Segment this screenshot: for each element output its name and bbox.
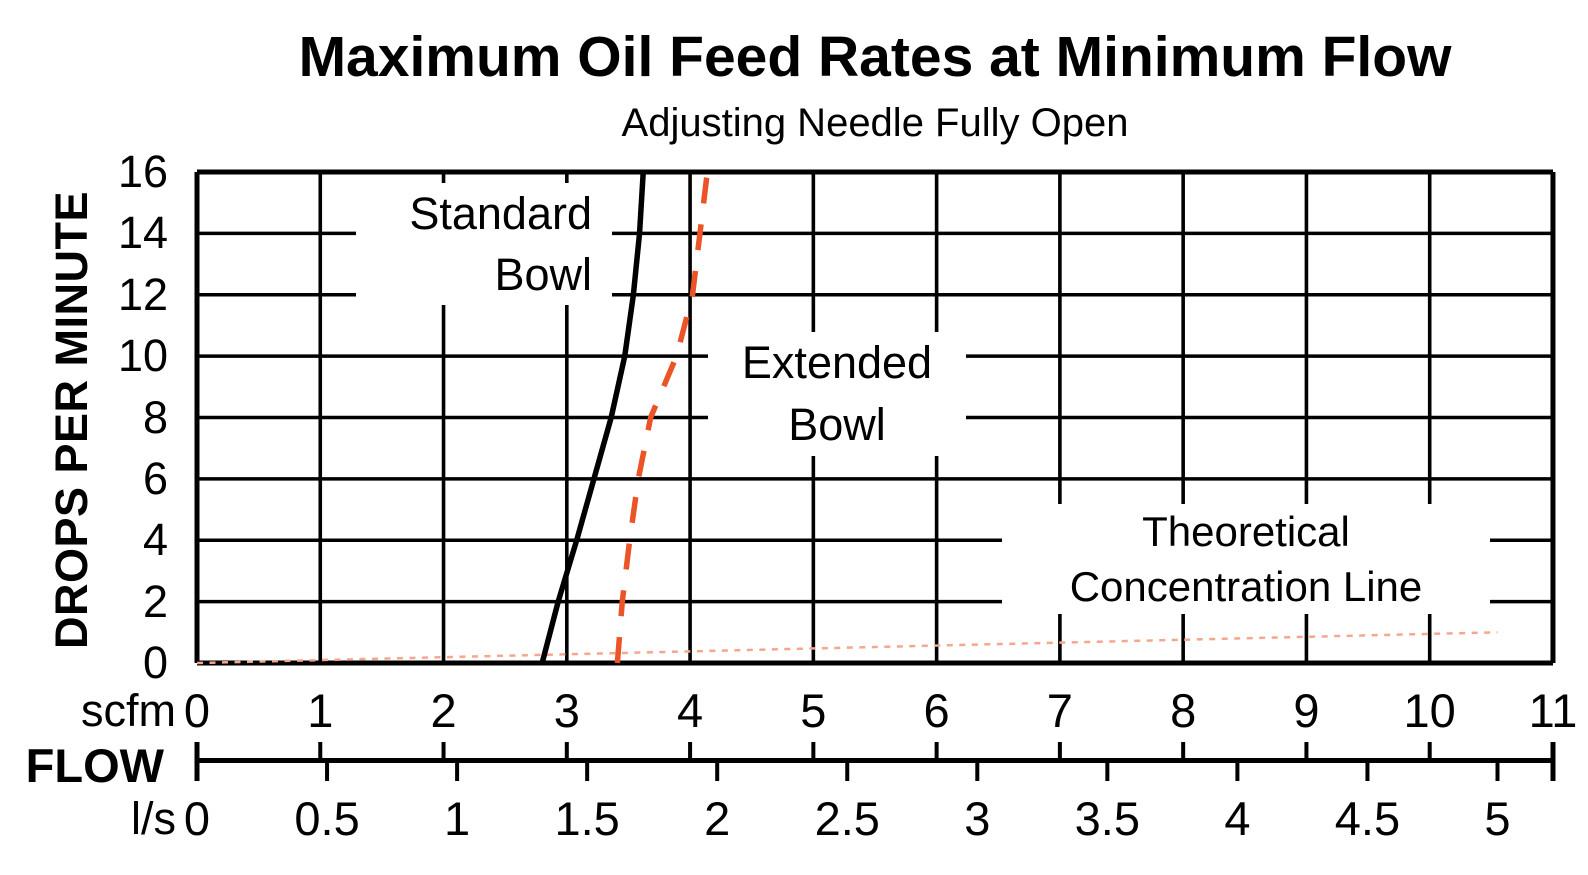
extended-bowl-label: Extended Bowl	[708, 332, 966, 456]
ls-tick-label: 0	[183, 792, 211, 845]
chart-title: Maximum Oil Feed Rates at Minimum Flow	[298, 25, 1452, 89]
standard-bowl-label-line2: Bowl	[494, 249, 592, 300]
y-tick-label: 14	[117, 207, 168, 259]
scfm-tick-label: 4	[677, 684, 704, 737]
ls-tick-label: 4	[1224, 792, 1251, 845]
ls-unit-label: l/s	[131, 793, 176, 844]
standard-bowl-curve	[539, 171, 646, 664]
scfm-unit-label: scfm	[81, 685, 176, 736]
y-tick-label: 4	[142, 514, 168, 566]
theoretical-line-label-line2: Concentration Line	[1069, 563, 1423, 610]
scfm-tick-label: 2	[430, 684, 457, 737]
y-tick-label: 16	[117, 146, 168, 197]
ls-tick-label: 2.5	[814, 792, 880, 845]
scfm-tick-label: 5	[800, 684, 827, 737]
flow-axis-label: FLOW	[25, 739, 164, 792]
scfm-tick-label: 10	[1403, 684, 1456, 737]
y-tick-label: 6	[142, 452, 168, 504]
chart-subtitle: Adjusting Needle Fully Open	[621, 101, 1129, 145]
standard-bowl-label-line1: Standard	[409, 188, 592, 239]
ls-tick-label: 3	[964, 792, 991, 845]
ls-tick-label: 3.5	[1074, 792, 1141, 845]
extended-bowl-label-line2: Bowl	[788, 399, 886, 450]
scfm-tick-label: 6	[923, 684, 950, 737]
y-tick-label: 12	[117, 268, 168, 320]
y-tick-label: 2	[142, 575, 168, 627]
theoretical-concentration-line	[196, 631, 1498, 665]
scfm-tick-label: 0	[183, 684, 211, 737]
ls-tick-label: 4.5	[1334, 792, 1401, 845]
y-tick-label: 10	[117, 330, 168, 382]
scfm-tick-label: 11	[1528, 684, 1578, 737]
ls-tick-label: 1	[444, 792, 471, 845]
extended-bowl-curve	[614, 171, 711, 664]
ls-tick-label: 2	[704, 792, 731, 845]
extended-bowl-label-line1: Extended	[741, 337, 933, 388]
scfm-tick-label: 1	[307, 684, 334, 737]
y-tick-label: 0	[142, 637, 168, 688]
ls-tick-label: 1.5	[554, 792, 620, 845]
scfm-tick-label: 8	[1170, 684, 1197, 737]
ls-tick-label: 0.5	[294, 792, 360, 845]
scfm-tick-label: 9	[1293, 684, 1320, 737]
standard-bowl-label: Standard Bowl	[356, 183, 612, 305]
theoretical-line-label-line1: Theoretical	[1142, 508, 1350, 555]
ls-tick-label: 5	[1484, 792, 1511, 845]
scfm-tick-label: 3	[553, 684, 580, 737]
y-tick-label: 8	[142, 391, 168, 443]
scfm-tick-label: 7	[1046, 684, 1073, 737]
theoretical-line-label: Theoretical Concentration Line	[1002, 504, 1490, 614]
